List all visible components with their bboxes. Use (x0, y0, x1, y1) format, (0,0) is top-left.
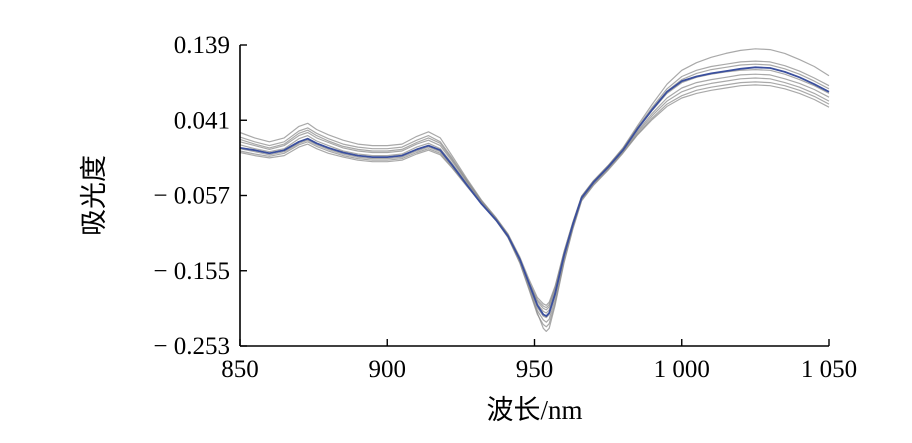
y-tick-label: 0.041 (174, 107, 230, 134)
sample-spectrum-line-1 (239, 48, 830, 306)
sample-spectrum-line-7 (239, 63, 830, 309)
sample-spectrum-line-5 (239, 77, 830, 323)
y-tick-label: − 0.253 (153, 333, 230, 360)
sample-spectrum-line-8 (239, 84, 830, 332)
sample-spectrum-line-3 (239, 69, 830, 314)
y-tick-label: − 0.155 (153, 258, 230, 285)
series-layer (239, 48, 830, 332)
x-axis-title: 波长/nm (486, 395, 582, 425)
sample-spectrum-line-2 (239, 60, 830, 311)
x-tick-label: 1 050 (801, 356, 857, 383)
x-tick-label: 950 (516, 356, 554, 383)
y-tick-label: − 0.057 (153, 183, 230, 210)
y-ticks: 0.139 0.041 − 0.057 − 0.155 − 0.253 (153, 32, 247, 360)
sample-spectrum-line-4 (239, 73, 830, 319)
x-tick-label: 1 000 (654, 356, 710, 383)
x-tick-label: 850 (221, 356, 259, 383)
y-tick-label: 0.139 (174, 32, 230, 59)
highlight-spectrum-line (239, 66, 830, 317)
x-tick-label: 900 (369, 356, 407, 383)
x-ticks: 850 900 950 1 000 1 050 (221, 339, 857, 383)
y-axis-title: 吸光度 (79, 155, 109, 236)
